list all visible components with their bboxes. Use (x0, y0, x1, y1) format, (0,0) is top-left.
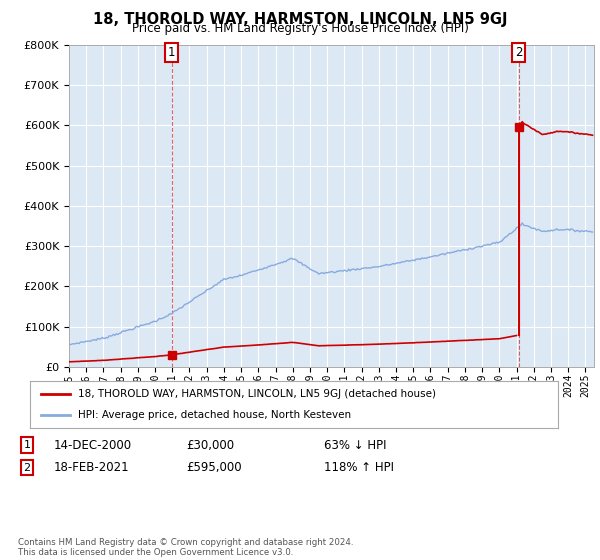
Text: 18-FEB-2021: 18-FEB-2021 (54, 461, 130, 474)
Text: 18, THOROLD WAY, HARMSTON, LINCOLN, LN5 9GJ (detached house): 18, THOROLD WAY, HARMSTON, LINCOLN, LN5 … (77, 389, 436, 399)
Text: 18, THOROLD WAY, HARMSTON, LINCOLN, LN5 9GJ: 18, THOROLD WAY, HARMSTON, LINCOLN, LN5 … (93, 12, 507, 27)
Text: 63% ↓ HPI: 63% ↓ HPI (324, 438, 386, 452)
Text: Price paid vs. HM Land Registry's House Price Index (HPI): Price paid vs. HM Land Registry's House … (131, 22, 469, 35)
Text: 1: 1 (168, 46, 175, 59)
Text: 1: 1 (23, 440, 31, 450)
Text: £30,000: £30,000 (186, 438, 234, 452)
Text: £595,000: £595,000 (186, 461, 242, 474)
Text: HPI: Average price, detached house, North Kesteven: HPI: Average price, detached house, Nort… (77, 410, 350, 420)
Text: 2: 2 (515, 46, 523, 59)
Text: 118% ↑ HPI: 118% ↑ HPI (324, 461, 394, 474)
Text: 2: 2 (23, 463, 31, 473)
Text: Contains HM Land Registry data © Crown copyright and database right 2024.
This d: Contains HM Land Registry data © Crown c… (18, 538, 353, 557)
Text: 14-DEC-2000: 14-DEC-2000 (54, 438, 132, 452)
